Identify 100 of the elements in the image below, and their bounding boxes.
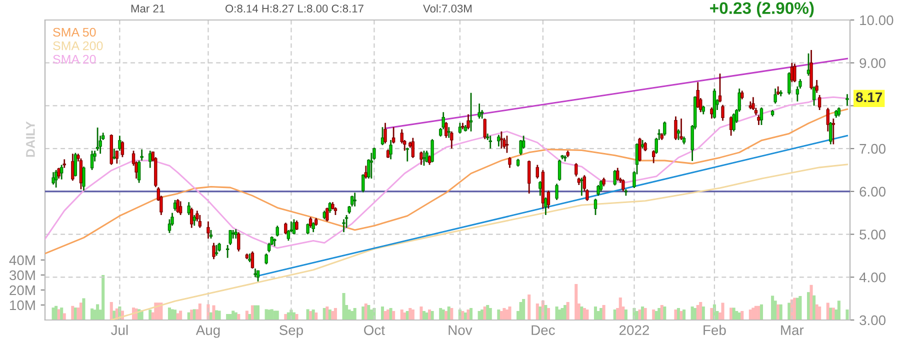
bar xyxy=(254,305,257,320)
candlestick xyxy=(326,207,329,222)
bar xyxy=(82,298,86,320)
candlestick xyxy=(420,150,423,166)
text: SMA 50 xyxy=(53,28,96,37)
candlestick xyxy=(444,121,448,139)
y-tick-label: 7.00 xyxy=(860,144,886,154)
bar xyxy=(384,311,387,320)
bar xyxy=(721,302,724,320)
candlestick xyxy=(237,231,240,252)
y-tick-label: 10.00 xyxy=(860,15,894,26)
candlestick xyxy=(228,229,232,246)
bar xyxy=(829,308,832,320)
candlestick xyxy=(519,139,522,156)
bar xyxy=(528,294,531,320)
candlestick xyxy=(710,106,714,120)
x-tick-label: Nov xyxy=(448,325,472,336)
candlestick xyxy=(616,167,620,182)
bar xyxy=(331,311,334,320)
bar xyxy=(450,308,454,320)
y2-tick-label: 40M xyxy=(9,255,35,266)
bar xyxy=(403,312,406,320)
y-tick-label: 5.00 xyxy=(860,230,886,240)
bar xyxy=(232,310,235,320)
candlestick xyxy=(536,164,539,180)
candlestick xyxy=(793,63,796,83)
candlestick xyxy=(488,135,492,150)
bar xyxy=(544,305,548,320)
bar xyxy=(226,314,230,320)
bar xyxy=(486,305,490,320)
candlestick xyxy=(422,150,426,166)
bar xyxy=(788,302,791,320)
candlestick xyxy=(469,92,473,132)
candlestick xyxy=(52,171,55,186)
x-tick-label: Feb xyxy=(704,324,726,336)
bar xyxy=(102,275,105,320)
bar xyxy=(326,306,329,320)
candlestick xyxy=(74,152,78,178)
candlestick xyxy=(57,167,60,180)
bar xyxy=(425,312,428,320)
candlestick xyxy=(148,150,152,169)
bar xyxy=(179,310,182,320)
bar xyxy=(624,310,628,320)
bar xyxy=(566,302,570,320)
candlestick xyxy=(674,116,678,141)
x-tick-label: 2022 xyxy=(619,325,649,336)
candlestick xyxy=(483,118,486,140)
candlestick xyxy=(450,130,454,150)
bar xyxy=(522,299,526,320)
bar xyxy=(699,302,702,320)
candlestick xyxy=(389,139,392,160)
bar xyxy=(480,310,484,320)
bar xyxy=(812,295,816,320)
candlestick xyxy=(788,72,791,96)
text: SMA 20 xyxy=(53,54,96,64)
y-tick-label: 3.00 xyxy=(860,315,886,326)
candlestick xyxy=(478,102,481,120)
bar xyxy=(638,310,642,320)
candlestick xyxy=(120,140,124,158)
candlestick xyxy=(538,180,542,196)
bar xyxy=(702,306,705,320)
annotation: 8.17 xyxy=(856,92,882,102)
bar xyxy=(408,308,412,320)
candlestick xyxy=(178,200,182,216)
candlestick xyxy=(425,150,428,163)
candlestick xyxy=(846,93,849,106)
bar xyxy=(148,310,152,320)
bar xyxy=(430,311,434,320)
candlestick xyxy=(818,94,822,111)
candlestick xyxy=(284,222,288,235)
x-tick-label: Mar xyxy=(781,325,804,336)
candlestick xyxy=(680,118,683,141)
bar xyxy=(837,300,840,320)
candlestick xyxy=(812,86,816,106)
bar xyxy=(190,310,194,320)
candlestick xyxy=(140,148,144,162)
candlestick xyxy=(622,178,625,192)
candlestick xyxy=(96,126,100,152)
bar xyxy=(71,306,74,320)
bar xyxy=(652,310,656,320)
candlestick xyxy=(663,120,666,136)
y2-tick-label: 10M xyxy=(10,300,35,310)
bar xyxy=(392,311,396,320)
candlestick xyxy=(500,130,504,150)
bar xyxy=(284,314,288,320)
bar xyxy=(555,306,558,320)
candlestick xyxy=(497,134,500,148)
candlestick xyxy=(392,126,396,144)
bar xyxy=(776,304,780,320)
bar xyxy=(461,311,464,320)
candlestick xyxy=(447,126,450,139)
candlestick xyxy=(599,180,603,192)
bar xyxy=(342,293,346,320)
candlestick xyxy=(256,270,260,282)
candlestick xyxy=(212,242,216,260)
candlestick xyxy=(832,118,835,145)
bar xyxy=(212,305,216,320)
x-tick-label: Dec xyxy=(532,325,555,336)
bar xyxy=(90,308,94,320)
candlestick xyxy=(344,214,348,229)
